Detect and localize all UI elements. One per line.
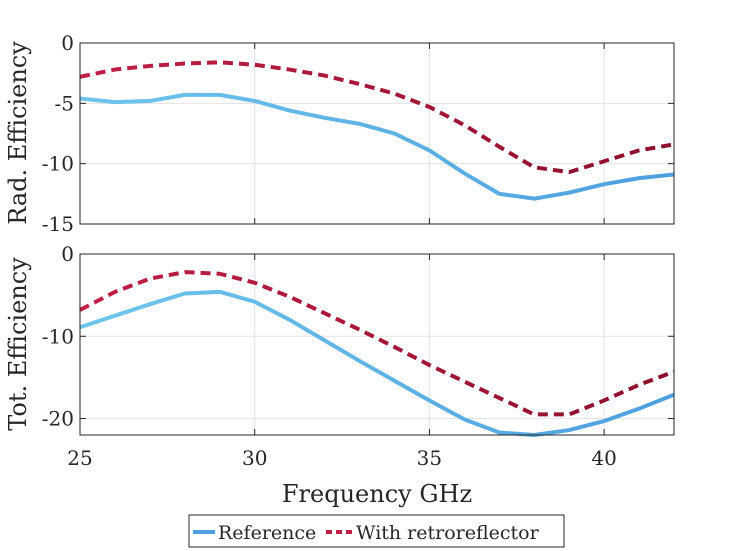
plot-area-bottom bbox=[80, 254, 674, 435]
x-tick-labels: 25 30 35 40 bbox=[67, 446, 617, 470]
series-reference-line-bottom bbox=[79, 289, 675, 437]
y-tick-label-top: -15 bbox=[42, 212, 74, 236]
y-tick-label-top: 0 bbox=[61, 31, 74, 55]
y-tick-label-bottom: -10 bbox=[42, 324, 74, 348]
legend-label-reference[interactable]: Reference bbox=[218, 522, 316, 544]
series-reference-line-top bbox=[79, 92, 675, 201]
panel-rad-efficiency: 0 -5 -10 -15 Rad. Efficiency bbox=[4, 31, 675, 236]
x-tick-label: 30 bbox=[242, 446, 267, 470]
legend-box bbox=[188, 514, 565, 548]
plot-area-top bbox=[80, 43, 674, 224]
series-bottom bbox=[79, 270, 675, 437]
x-tickmarks-bottom bbox=[79, 254, 605, 435]
y-axis-label-bottom: Tot. Efficiency bbox=[4, 257, 32, 431]
series-retroreflector-line-bottom bbox=[79, 270, 675, 417]
legend-label-retroreflector[interactable]: With retroreflector bbox=[356, 522, 540, 544]
x-tick-label: 40 bbox=[591, 446, 616, 470]
y-tick-label-top: -5 bbox=[55, 91, 74, 115]
legend[interactable]: Reference With retroreflector bbox=[188, 514, 565, 548]
series-retroreflector-line-top bbox=[79, 60, 675, 175]
x-axis-label: Frequency GHz bbox=[282, 480, 472, 508]
y-axis-label-top: Rad. Efficiency bbox=[4, 41, 32, 225]
x-tick-label: 25 bbox=[67, 446, 92, 470]
axes-box-top bbox=[79, 42, 675, 225]
axes-box-bottom bbox=[79, 253, 675, 436]
y-tick-label-bottom: -20 bbox=[42, 407, 74, 431]
series-top bbox=[79, 60, 675, 201]
y-ticks-top: 0 -5 -10 -15 bbox=[42, 31, 674, 236]
y-tick-label-bottom: 0 bbox=[61, 242, 74, 266]
panel-tot-efficiency: 0 -10 -20 25 30 35 40 Tot. Efficiency bbox=[4, 242, 675, 470]
y-tick-label-top: -10 bbox=[42, 152, 74, 176]
x-tickmarks-top bbox=[79, 43, 605, 224]
x-tick-label: 35 bbox=[417, 446, 442, 470]
y-ticks-bottom: 0 -10 -20 bbox=[42, 242, 674, 431]
